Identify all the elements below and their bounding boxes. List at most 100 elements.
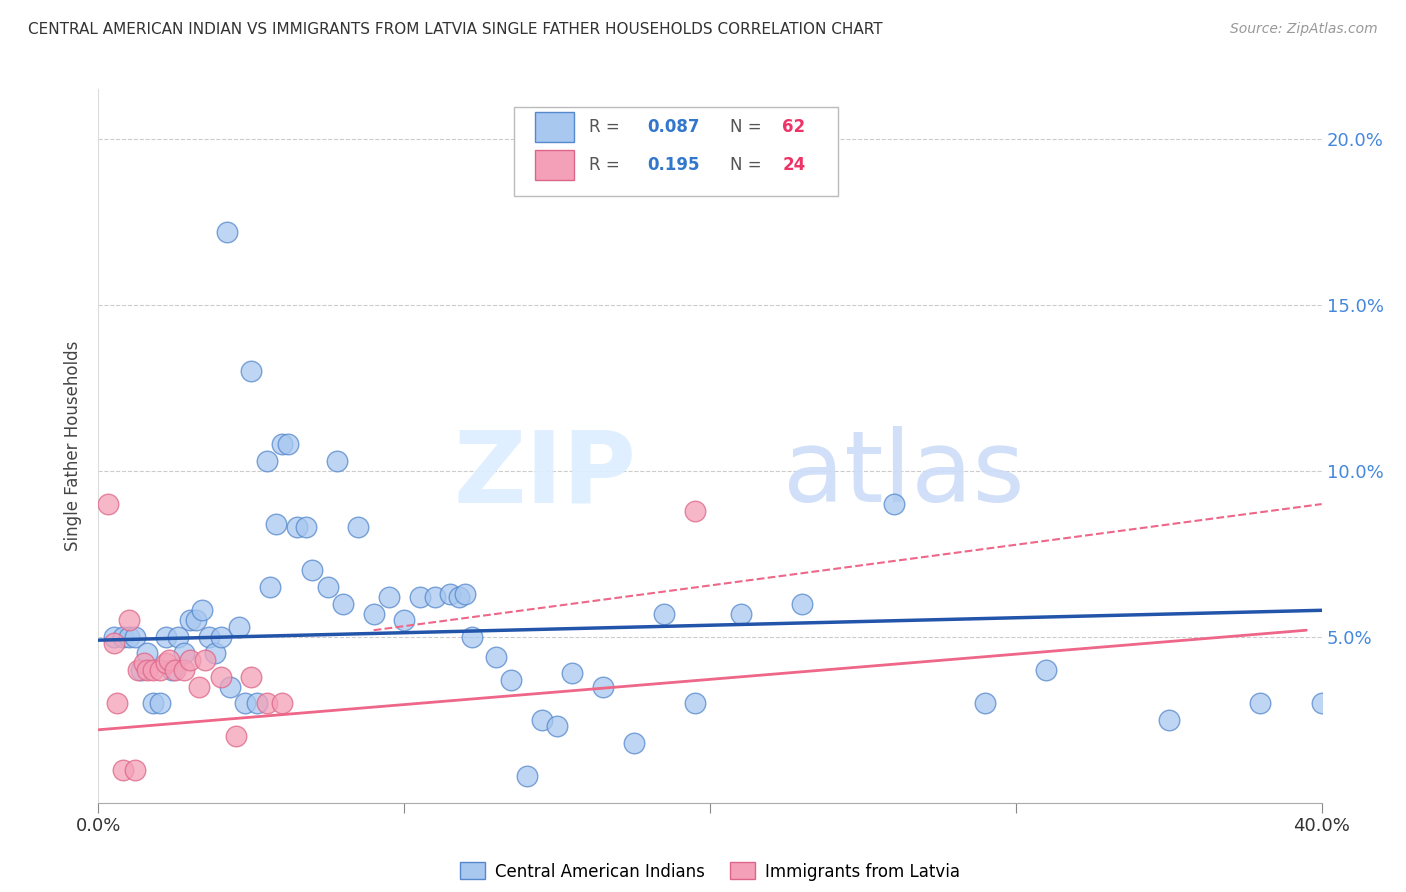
Point: [270, 696, 292, 710]
Point: [285, 520, 308, 534]
Point: [111, 763, 134, 777]
Text: N =: N =: [730, 118, 766, 136]
Point: [326, 454, 349, 468]
Point: [191, 603, 214, 617]
Point: [730, 607, 752, 621]
Point: [118, 613, 141, 627]
Text: 0.195: 0.195: [648, 156, 700, 174]
Point: [561, 666, 583, 681]
Point: [332, 597, 354, 611]
Text: 0.087: 0.087: [648, 118, 700, 136]
Point: [129, 663, 152, 677]
Point: [215, 225, 238, 239]
Point: [163, 663, 186, 677]
Point: [460, 630, 482, 644]
Point: [127, 663, 149, 677]
Point: [301, 564, 323, 578]
Text: R =: R =: [589, 156, 624, 174]
Text: Source: ZipAtlas.com: Source: ZipAtlas.com: [1230, 22, 1378, 37]
Point: [219, 680, 242, 694]
Point: [103, 630, 125, 644]
Point: [423, 590, 446, 604]
Point: [363, 607, 385, 621]
Point: [246, 696, 269, 710]
Point: [155, 630, 177, 644]
Point: [240, 364, 263, 378]
Point: [173, 647, 195, 661]
Point: [225, 730, 247, 744]
Point: [118, 630, 141, 644]
Text: 24: 24: [782, 156, 806, 174]
Point: [347, 520, 370, 534]
Point: [194, 653, 217, 667]
Point: [790, 597, 813, 611]
Text: R =: R =: [589, 118, 624, 136]
Point: [392, 613, 416, 627]
Point: [149, 663, 172, 677]
Point: [295, 520, 318, 534]
Point: [501, 673, 523, 687]
Point: [186, 613, 208, 627]
Text: ZIP: ZIP: [454, 426, 637, 523]
Point: [449, 590, 471, 604]
Point: [111, 630, 134, 644]
Point: [228, 620, 250, 634]
Point: [623, 736, 645, 750]
Point: [974, 696, 997, 710]
Point: [454, 587, 477, 601]
Point: [134, 657, 156, 671]
Point: [485, 649, 508, 664]
Point: [439, 587, 461, 601]
Point: [1249, 696, 1271, 710]
Point: [530, 713, 553, 727]
Y-axis label: Single Father Households: Single Father Households: [65, 341, 83, 551]
Point: [173, 663, 195, 677]
Point: [516, 769, 538, 783]
Point: [883, 497, 905, 511]
Point: [204, 647, 226, 661]
Point: [1035, 663, 1057, 677]
Point: [256, 696, 278, 710]
Point: [378, 590, 401, 604]
Text: N =: N =: [730, 156, 766, 174]
Point: [233, 696, 256, 710]
Point: [546, 719, 568, 733]
Point: [683, 696, 706, 710]
Point: [136, 663, 159, 677]
Bar: [536, 151, 574, 180]
Point: [256, 454, 278, 468]
Text: CENTRAL AMERICAN INDIAN VS IMMIGRANTS FROM LATVIA SINGLE FATHER HOUSEHOLDS CORRE: CENTRAL AMERICAN INDIAN VS IMMIGRANTS FR…: [28, 22, 883, 37]
Point: [209, 630, 232, 644]
Point: [155, 657, 177, 671]
Point: [167, 630, 190, 644]
Point: [652, 607, 675, 621]
Point: [142, 663, 165, 677]
Point: [179, 653, 201, 667]
Point: [197, 630, 219, 644]
Point: [149, 696, 172, 710]
Point: [105, 696, 128, 710]
Legend: Central American Indians, Immigrants from Latvia: Central American Indians, Immigrants fro…: [453, 855, 967, 888]
Point: [592, 680, 614, 694]
Text: 62: 62: [782, 118, 806, 136]
Point: [157, 653, 180, 667]
Point: [408, 590, 430, 604]
Point: [179, 613, 201, 627]
Point: [683, 504, 706, 518]
Point: [136, 647, 159, 661]
Point: [97, 497, 120, 511]
Point: [142, 696, 165, 710]
Point: [264, 516, 287, 531]
Bar: [536, 112, 574, 142]
Point: [124, 763, 146, 777]
Point: [160, 663, 183, 677]
FancyBboxPatch shape: [515, 107, 838, 196]
Point: [124, 630, 146, 644]
Point: [277, 437, 299, 451]
Point: [188, 680, 211, 694]
Text: atlas: atlas: [783, 426, 1025, 523]
Point: [240, 670, 263, 684]
Point: [316, 580, 339, 594]
Point: [1310, 696, 1333, 710]
Point: [1157, 713, 1180, 727]
